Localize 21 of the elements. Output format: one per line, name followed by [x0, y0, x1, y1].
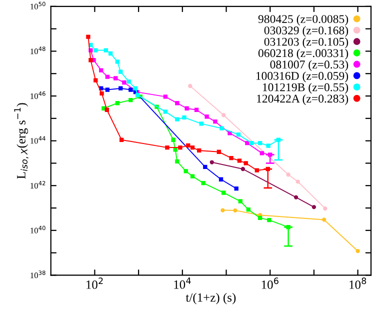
- x-tick-label: 10$^{8}$: [350, 278, 366, 289]
- y-tick-label: 10$^{38}$: [30, 270, 46, 278]
- y-tick-label: 10$^{40}$: [30, 226, 46, 234]
- x-tick-label: 10$^{6}$: [262, 278, 278, 289]
- x-tick-label: 10$^{4}$: [174, 278, 191, 289]
- legend-label: 031203 (z=0.105): [264, 37, 348, 48]
- legend-label: 980425 (z=0.0085): [258, 14, 348, 26]
- x-axis-title: t/(1+z) (s): [186, 292, 236, 304]
- y-tick-label: 10$^{50}$: [30, 2, 46, 10]
- legend-label: 081007 (z=0.53): [270, 60, 348, 71]
- y-axis-title: L$_{iso,X}$(erg s$^{−1}$): [14, 103, 28, 179]
- legend-label: 120422A (z=0.283): [257, 94, 348, 106]
- legend-label: 060218 (z=.00331): [258, 48, 348, 60]
- legend-label: 101219B (z=0.55): [262, 82, 348, 94]
- legend-label: 030329 (z=0.168): [264, 26, 348, 37]
- legend-label: 100316D (z=0.059): [256, 72, 348, 82]
- y-tick-label: 10$^{48}$: [30, 46, 46, 54]
- x-tick-label: 10$^{2}$: [86, 278, 103, 289]
- y-tick-label: 10$^{44}$: [30, 136, 46, 144]
- y-tick-label: 10$^{42}$: [30, 180, 46, 189]
- y-tick-label: 10$^{46}$: [30, 91, 46, 99]
